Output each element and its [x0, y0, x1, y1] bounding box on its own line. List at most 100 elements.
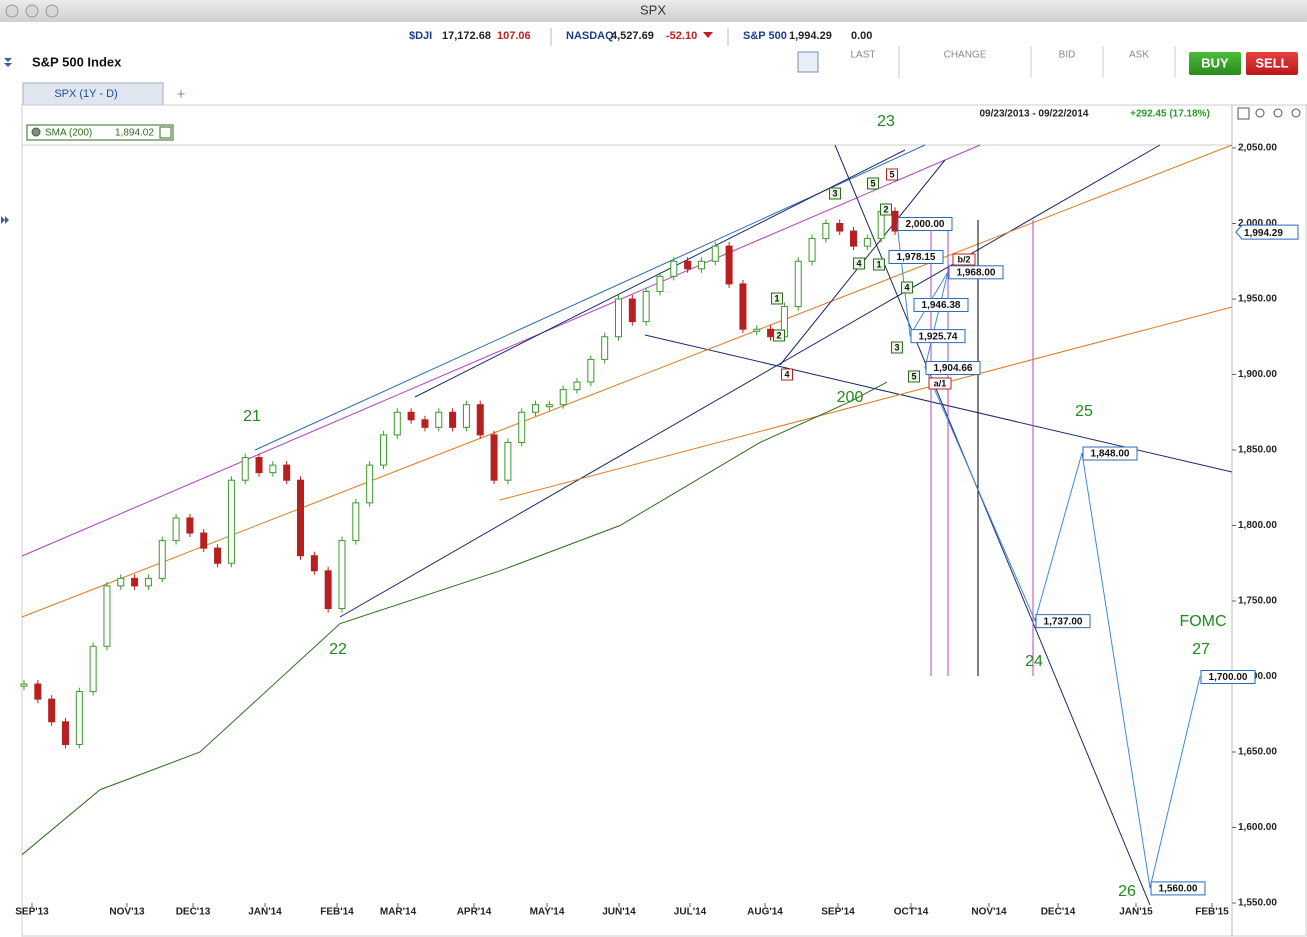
candle [241, 457, 249, 481]
level-label: 1,946.38 [922, 300, 961, 311]
wave-label: 4 [856, 258, 861, 268]
candle [628, 298, 636, 323]
zoom-fit[interactable] [1237, 107, 1250, 120]
candle [283, 464, 291, 481]
candle [642, 290, 650, 323]
y-tick-label: 1,800.00 [1238, 520, 1277, 531]
indicator-box[interactable] [26, 124, 174, 141]
wave-marker [908, 370, 920, 383]
candle [34, 683, 42, 700]
candle [697, 260, 705, 270]
candle [449, 411, 457, 428]
projection-box [897, 217, 953, 231]
settings-icon[interactable] [797, 51, 819, 73]
wave-marker [829, 187, 841, 200]
buy-button[interactable] [1189, 52, 1241, 75]
projection-box [910, 329, 966, 344]
wave-marker [952, 253, 976, 266]
x-tick-label: AUG'14 [747, 907, 783, 918]
wave-label: 5 [870, 178, 875, 188]
zoom-button[interactable] [45, 4, 59, 18]
projection-box [1150, 881, 1206, 896]
wave-marker [771, 292, 783, 305]
candle [684, 260, 692, 270]
indicator-icon[interactable] [31, 127, 41, 137]
candle [711, 245, 719, 262]
wave-marker [781, 368, 793, 381]
y-tick-label: 2,000.00 [1238, 218, 1277, 229]
candle [352, 502, 360, 542]
x-tick-label: NOV'13 [109, 907, 145, 918]
candle [435, 411, 443, 428]
candle [587, 358, 595, 383]
candle [48, 698, 56, 723]
projection-box [1035, 614, 1091, 629]
projection-label: 1,737.00 [1044, 616, 1083, 627]
projection-label: 1,560.00 [1159, 884, 1198, 895]
buy-label[interactable]: BUY [1201, 55, 1229, 70]
candle [545, 404, 553, 408]
candle [573, 381, 581, 391]
projection-label: 1,700.00 [1209, 672, 1248, 683]
annotation: 23 [877, 113, 895, 130]
ticker-price: 1,994.29 [789, 30, 832, 42]
wave-marker [880, 203, 892, 216]
expand-icon[interactable] [1, 216, 9, 224]
zoom-reset[interactable] [1291, 108, 1301, 118]
level-label: 1,978.15 [897, 252, 936, 263]
candle [131, 577, 139, 587]
candle [379, 434, 387, 466]
wave-marker [891, 341, 903, 354]
candle [269, 464, 277, 474]
ticker-symbol[interactable]: NASDAQ [566, 30, 614, 42]
last-price-label: 1,994.29 [1244, 228, 1283, 239]
ticker-change: -52.10 [666, 30, 697, 42]
sell-button[interactable] [1246, 52, 1298, 75]
wave-label: 1 [876, 259, 881, 269]
ticker-symbol[interactable]: S&P 500 [743, 30, 787, 42]
wave-label: 3 [832, 188, 837, 198]
annotation: 22 [329, 641, 347, 658]
window-title: SPX [640, 2, 666, 17]
indicator-close[interactable] [159, 126, 172, 139]
ticker-symbol[interactable]: $DJI [409, 30, 432, 42]
wave-label: a/1 [934, 378, 947, 388]
x-tick-label: JUL'14 [674, 907, 707, 918]
column-header: CHANGE [944, 50, 987, 61]
y-tick-label: 1,950.00 [1238, 294, 1277, 305]
candle [532, 404, 540, 413]
wave-marker [773, 329, 785, 342]
minimize-button[interactable] [25, 4, 39, 18]
close-button[interactable] [5, 4, 19, 18]
candle [725, 245, 733, 285]
projection-box [1082, 446, 1138, 461]
wave-label: 4 [904, 282, 909, 292]
projection-label: 1,904.66 [934, 363, 973, 374]
candle [20, 683, 28, 687]
y-tick-label: 2,050.00 [1238, 143, 1277, 154]
projection-line [896, 223, 1201, 889]
x-tick-label: JUN'14 [602, 907, 636, 918]
zoom-out[interactable] [1273, 108, 1283, 118]
collapse-icon[interactable] [4, 58, 12, 67]
candle [476, 404, 484, 436]
tab-label[interactable]: SPX (1Y - D) [54, 88, 117, 100]
annotation: FOMC [1179, 613, 1226, 630]
wave-marker [901, 281, 913, 294]
zoom-in[interactable] [1255, 108, 1265, 118]
candle [144, 577, 152, 587]
candle [794, 260, 802, 308]
projection-box [948, 265, 1004, 280]
candle [61, 721, 69, 745]
candle [324, 570, 332, 610]
sell-label[interactable]: SELL [1255, 55, 1288, 70]
annotation: 24 [1025, 653, 1043, 670]
x-tick-label: APR'14 [457, 907, 492, 918]
x-tick-label: MAY'14 [530, 907, 565, 918]
candle [158, 540, 166, 579]
wave-marker [867, 177, 879, 190]
wave-marker [886, 168, 898, 181]
projection-label: 2,000.00 [906, 219, 945, 230]
candle [338, 540, 346, 610]
add-tab[interactable]: + [177, 86, 186, 103]
